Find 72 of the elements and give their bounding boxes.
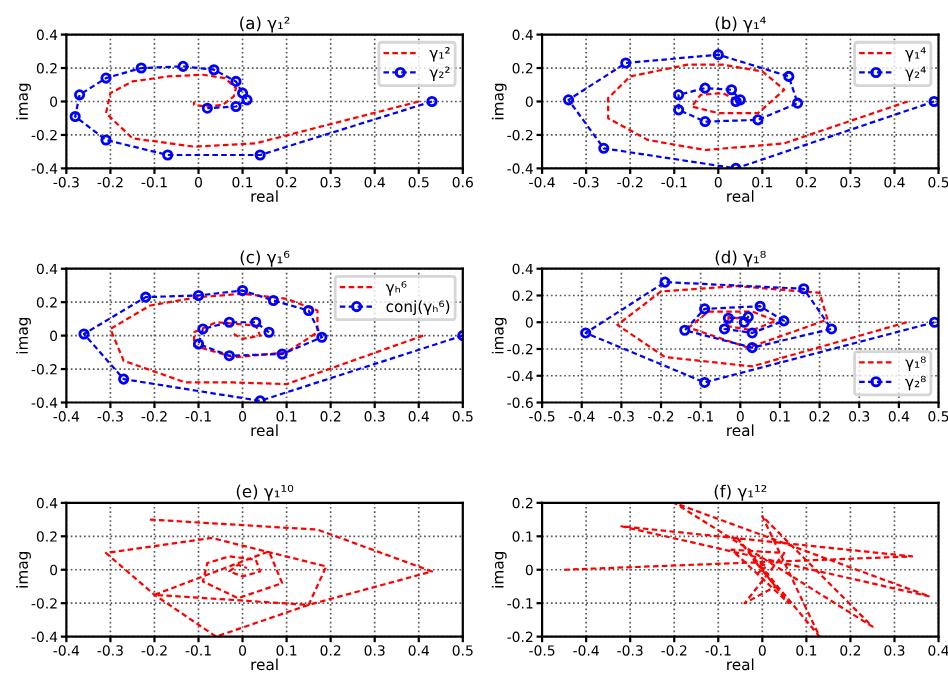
- point: [929, 316, 939, 328]
- point: [725, 84, 738, 96]
- point: [754, 300, 766, 312]
- point: [792, 97, 804, 109]
- point: [598, 142, 610, 154]
- chart-title: (e) γ₁¹⁰: [236, 484, 294, 501]
- point: [303, 304, 315, 317]
- point: [197, 323, 209, 335]
- point: [746, 327, 758, 339]
- point: [100, 72, 112, 84]
- point: [562, 94, 575, 106]
- point: [267, 294, 279, 307]
- point: [699, 116, 711, 128]
- chart-title: (c) γ₁⁶: [240, 250, 290, 267]
- point: [201, 102, 213, 114]
- point: [426, 95, 438, 108]
- point: [237, 87, 249, 99]
- point: [734, 94, 746, 106]
- point: [230, 75, 242, 87]
- chart-title: (f) γ₁¹²: [714, 484, 767, 501]
- point: [746, 342, 758, 354]
- line-series: [616, 285, 908, 368]
- line-series: [607, 63, 909, 152]
- point: [783, 70, 795, 82]
- point: [223, 350, 235, 362]
- point: [928, 95, 939, 108]
- point: [250, 316, 262, 328]
- point: [316, 331, 328, 343]
- chart-title: (a) γ₁²: [240, 16, 290, 33]
- point: [673, 89, 685, 101]
- point: [825, 323, 838, 335]
- point: [738, 316, 750, 328]
- point: [254, 149, 266, 161]
- chart-title: (d) γ₁⁸: [715, 250, 766, 267]
- point: [752, 114, 764, 126]
- point: [712, 49, 724, 61]
- point: [100, 134, 112, 146]
- chart-title: (b) γ₁⁴: [715, 16, 766, 33]
- point: [140, 291, 152, 303]
- point: [673, 104, 685, 116]
- point: [208, 64, 220, 76]
- point: [192, 289, 205, 302]
- point: [241, 94, 253, 106]
- point: [223, 316, 235, 328]
- point: [679, 324, 691, 336]
- point: [78, 328, 90, 340]
- point: [230, 100, 242, 113]
- point: [718, 323, 730, 335]
- point: [177, 60, 189, 72]
- point: [699, 82, 711, 94]
- point: [699, 303, 711, 315]
- point: [659, 276, 671, 288]
- point: [778, 315, 790, 327]
- point: [742, 311, 754, 323]
- line-series: [104, 73, 420, 148]
- point: [722, 312, 734, 324]
- point: [798, 283, 810, 295]
- point: [730, 95, 742, 108]
- point: [192, 338, 205, 350]
- point: [620, 57, 632, 69]
- point: [276, 348, 288, 360]
- line-series: [563, 502, 931, 637]
- point: [69, 110, 81, 123]
- point: [118, 373, 130, 385]
- point: [135, 62, 147, 74]
- point: [162, 149, 174, 161]
- point: [580, 327, 592, 339]
- point: [237, 284, 249, 297]
- point: [263, 326, 275, 338]
- point: [74, 89, 86, 101]
- line-series: [104, 518, 434, 637]
- point: [699, 376, 711, 388]
